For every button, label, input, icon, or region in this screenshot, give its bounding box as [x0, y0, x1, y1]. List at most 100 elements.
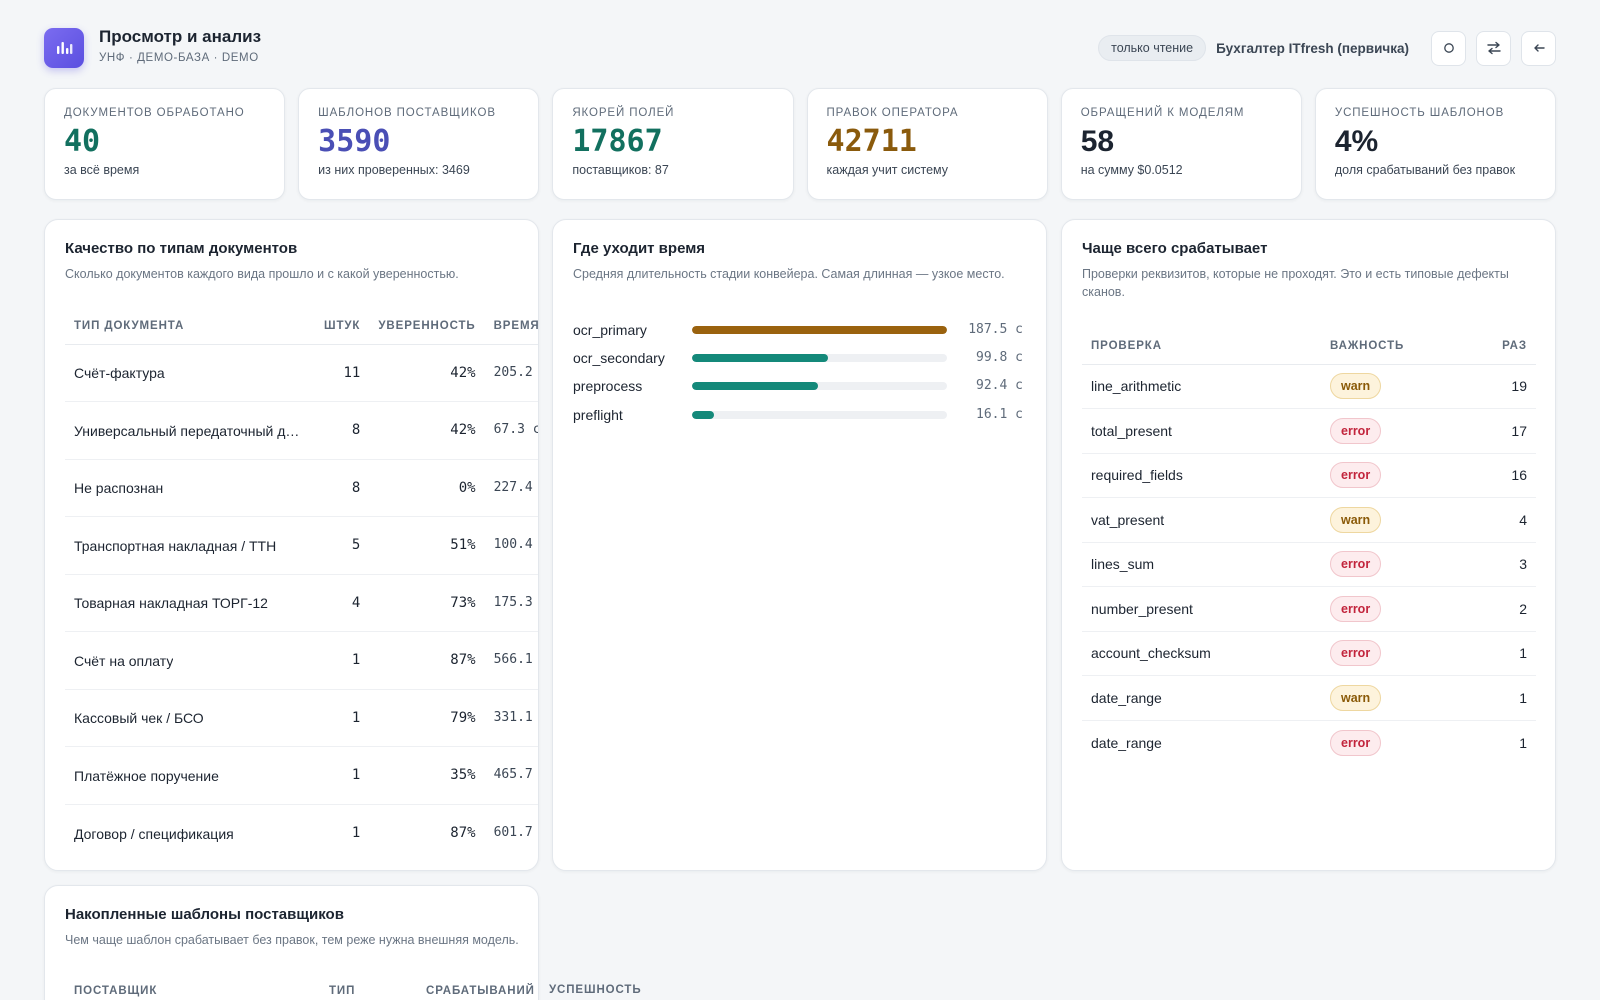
- checks-panel: Чаще всего срабатывает Проверки реквизит…: [1061, 219, 1556, 871]
- column-header: ВАЖНОСТЬ: [1321, 328, 1471, 365]
- kpi-label: ЯКОРЕЙ ПОЛЕЙ: [572, 107, 675, 119]
- table-row[interactable]: date_range error 1: [1082, 720, 1536, 765]
- check-count: 2: [1471, 586, 1536, 632]
- check-count: 1: [1471, 675, 1536, 721]
- kpi-note: на сумму $0.0512: [1080, 163, 1183, 177]
- check-count: 1: [1471, 631, 1536, 676]
- table-row[interactable]: Не распознан 8 0% 227.4 с: [65, 459, 538, 517]
- check-name: date_range: [1091, 734, 1162, 751]
- doc-count: 11: [315, 344, 370, 402]
- panel-title: Чаще всего срабатывает: [1082, 240, 1268, 257]
- check-name: required_fields: [1082, 453, 1321, 498]
- switch-button[interactable]: [1476, 30, 1511, 66]
- table-row[interactable]: line_arithmetic warn 19: [1082, 364, 1536, 409]
- kpi-row: ДОКУМЕНТОВ ОБРАБОТАНО 40 за всё время ША…: [44, 88, 1557, 200]
- column-header: ПОСТАВЩИК: [74, 985, 158, 997]
- theme-toggle-button[interactable]: [1431, 30, 1466, 66]
- table-row[interactable]: Кассовый чек / БСО 1 79% 331.1 с: [65, 689, 538, 747]
- doc-confidence: 87%: [450, 825, 476, 841]
- table-row[interactable]: date_range warn 1: [1082, 675, 1536, 721]
- stage-name: preflight: [573, 407, 623, 423]
- table-row[interactable]: lines_sum error 3: [1082, 542, 1536, 587]
- column-header: ПРОВЕРКА: [1082, 328, 1321, 365]
- stage-value: 187.5 с: [968, 322, 1023, 337]
- back-arrow-icon: [1533, 44, 1545, 52]
- doc-count: 8: [315, 401, 370, 460]
- kpi-label: ПРАВОК ОПЕРАТОРА: [826, 107, 959, 119]
- severity-badge: error: [1330, 551, 1382, 578]
- table-row[interactable]: number_present error 2: [1082, 586, 1536, 632]
- back-button[interactable]: [1521, 30, 1556, 66]
- kpi-note: доля срабатываний без правок: [1334, 163, 1516, 177]
- table-row[interactable]: total_present error 17: [1082, 408, 1536, 454]
- app-logo: [44, 28, 84, 68]
- doc-count: 1: [315, 631, 370, 690]
- doc-time: 100.4 с: [484, 516, 538, 575]
- check-name: vat_present: [1082, 497, 1321, 543]
- doc-type: Договор / спецификация: [74, 825, 234, 842]
- severity-badge: warn: [1330, 506, 1382, 533]
- doc-confidence: 87%: [369, 631, 485, 690]
- swap-icon: [1486, 41, 1501, 55]
- doc-time: 227.4 с: [484, 459, 538, 517]
- kpi-value: 40: [64, 124, 101, 159]
- kpi-card-documents: ДОКУМЕНТОВ ОБРАБОТАНО 40 за всё время: [44, 88, 286, 200]
- table-row[interactable]: Универсальный передаточный документ (УПД…: [65, 401, 538, 460]
- table-row[interactable]: vat_present warn 4: [1082, 497, 1536, 543]
- stage-bar: [692, 411, 714, 419]
- doc-type: Транспортная накладная / ТТН: [65, 516, 315, 575]
- table-row[interactable]: required_fields error 16: [1082, 453, 1536, 498]
- table-row[interactable]: Транспортная накладная / ТТН 5 51% 100.4…: [65, 516, 538, 575]
- doc-confidence: 0%: [369, 459, 485, 517]
- kpi-card-model-calls: ОБРАЩЕНИЙ К МОДЕЛЯМ 58 на сумму $0.0512: [1060, 88, 1302, 200]
- kpi-value: 58: [1080, 125, 1115, 158]
- stage-bar-track: [692, 411, 947, 419]
- check-name: number_present: [1082, 586, 1321, 632]
- column-header: СРАБАТЫВАНИЙ: [426, 985, 535, 997]
- severity-cell: warn: [1321, 675, 1471, 721]
- kpi-label: УСПЕШНОСТЬ ШАБЛОНОВ: [1334, 107, 1505, 119]
- stage-row: ocr_primary 187.5 с: [573, 320, 1023, 340]
- kpi-note: из них проверенных: 3469: [318, 163, 470, 177]
- kpi-value: 4%: [1334, 125, 1379, 158]
- panel-title: Качество по типам документов: [65, 240, 298, 257]
- doc-confidence: 35%: [369, 746, 485, 805]
- check-count: 17: [1471, 408, 1536, 454]
- check-name: line_arithmetic: [1082, 364, 1321, 409]
- table-row[interactable]: Счёт на оплату 1 87% 566.1 с: [65, 631, 538, 690]
- stage-value: 92.4 с: [976, 378, 1023, 393]
- panel-title: Где уходит время: [573, 240, 706, 257]
- check-count: 16: [1471, 453, 1536, 498]
- severity-cell: warn: [1321, 497, 1471, 543]
- table-row[interactable]: Счёт-фактура 11 42% 205.2 с: [65, 344, 538, 402]
- kpi-value: 3590: [318, 124, 391, 159]
- column-header: ТИП: [329, 985, 356, 997]
- kpi-note: за всё время: [64, 163, 140, 177]
- stage-value: 16.1 с: [976, 407, 1023, 422]
- severity-cell: error: [1321, 720, 1471, 765]
- severity-badge: warn: [1330, 373, 1382, 400]
- kpi-label: ДОКУМЕНТОВ ОБРАБОТАНО: [64, 107, 245, 119]
- page-header: Просмотр и анализ УНФ · ДЕМО-БАЗА · DEMO…: [44, 26, 1556, 70]
- table-row[interactable]: Платёжное поручение 1 35% 465.7 с: [65, 746, 538, 805]
- doc-confidence: 42%: [369, 344, 485, 402]
- quality-table: ТИП ДОКУМЕНТА ШТУК УВЕРЕННОСТЬ ВРЕМЯ Счё…: [65, 308, 538, 862]
- column-header: РАЗ: [1471, 328, 1536, 365]
- stage-bar: [692, 326, 947, 334]
- current-user: Бухгалтер ITfresh (первичка): [1216, 40, 1409, 56]
- panel-subtitle: Проверки реквизитов, которые не проходят…: [1082, 267, 1509, 299]
- doc-confidence: 73%: [369, 574, 485, 632]
- quality-panel: Качество по типам документов Сколько док…: [44, 219, 539, 871]
- kpi-label: ШАБЛОНОВ ПОСТАВЩИКОВ: [318, 107, 496, 119]
- table-row[interactable]: Товарная накладная ТОРГ-12 4 73% 175.3 с: [65, 574, 538, 632]
- check-name: date_range: [1082, 675, 1321, 721]
- column-header: ТИП ДОКУМЕНТА: [65, 308, 315, 345]
- doc-confidence: 42%: [369, 401, 485, 460]
- check-count: 3: [1471, 542, 1536, 587]
- column-header: ВРЕМЯ: [484, 308, 538, 345]
- doc-count: 1: [351, 825, 361, 841]
- doc-count: 5: [315, 516, 370, 575]
- table-row[interactable]: account_checksum error 1: [1082, 631, 1536, 676]
- kpi-value: 42711: [826, 124, 917, 159]
- table-row[interactable]: Договор / спецификация 1 87% 601.7 с: [65, 804, 538, 862]
